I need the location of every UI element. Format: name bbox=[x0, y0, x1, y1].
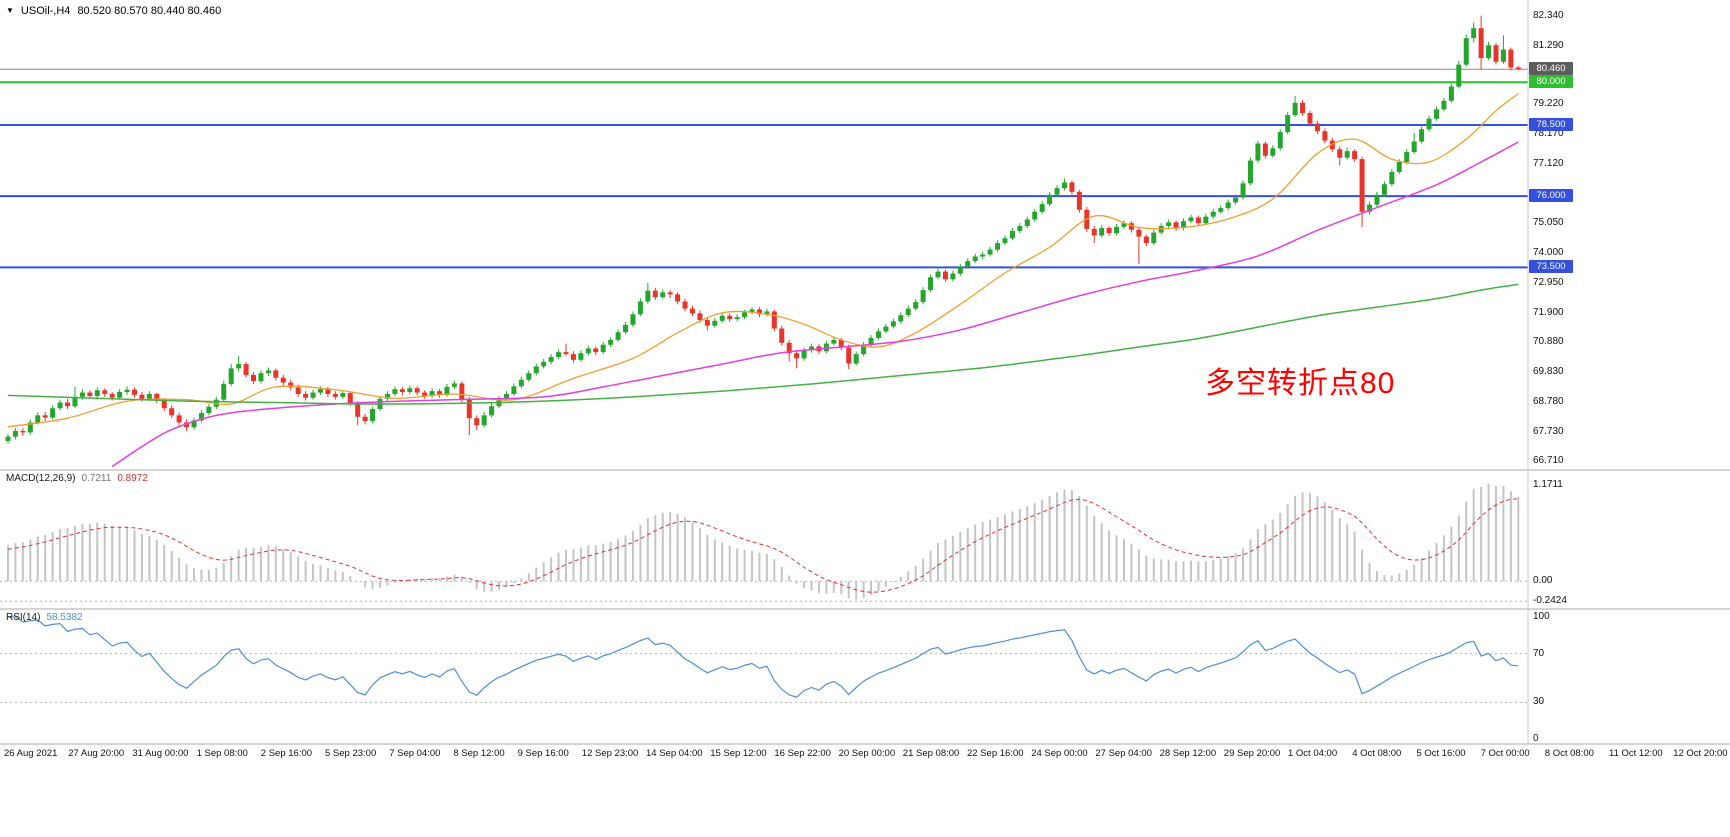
macd-name: MACD(12,26,9) bbox=[6, 473, 76, 484]
price-axis-label[interactable]: 68.780 bbox=[1533, 395, 1564, 407]
price-axis-label[interactable]: 78.170 bbox=[1533, 128, 1564, 140]
price-axis-label[interactable]: 70.880 bbox=[1533, 335, 1564, 347]
time-axis-label[interactable]: 1 Sep 08:00 bbox=[196, 748, 248, 759]
price-axis-label[interactable]: 71.900 bbox=[1533, 306, 1564, 318]
time-axis-label[interactable]: 26 Aug 2021 bbox=[4, 748, 58, 759]
chart-dropdown-icon[interactable]: ▼ bbox=[6, 6, 14, 15]
price-axis-label[interactable]: 67.730 bbox=[1533, 425, 1564, 437]
time-axis-label[interactable]: 5 Sep 23:00 bbox=[325, 748, 377, 759]
macd-signal-value: 0.8972 bbox=[117, 473, 148, 484]
price-axis-label[interactable]: 82.340 bbox=[1533, 9, 1564, 21]
chart-annotation-text: 多空转折点80 bbox=[1205, 367, 1396, 400]
time-axis-label[interactable]: 31 Aug 00:00 bbox=[132, 748, 189, 759]
panel-separators bbox=[0, 0, 1730, 745]
current-price-badge: 80.460 bbox=[1529, 62, 1573, 76]
ma-slow-green bbox=[7, 283, 1519, 405]
rsi-value: 58.5382 bbox=[46, 612, 83, 623]
time-axis-label[interactable]: 8 Sep 12:00 bbox=[453, 748, 505, 759]
level-price-badge: 80.000 bbox=[1529, 75, 1573, 89]
level-price-badge: 76.000 bbox=[1529, 189, 1573, 203]
price-axis-label[interactable]: 74.000 bbox=[1533, 247, 1564, 259]
symbol-timeframe-label: USOil-,H4 bbox=[20, 5, 71, 17]
rsi-name: RSI(14) bbox=[6, 612, 41, 623]
time-axis-label[interactable]: 1 Oct 04:00 bbox=[1288, 748, 1338, 759]
time-axis-label[interactable]: 9 Sep 16:00 bbox=[517, 748, 569, 759]
macd-signal-line bbox=[7, 498, 1519, 593]
time-axis-label[interactable]: 15 Sep 12:00 bbox=[710, 748, 767, 759]
macd-axis-label[interactable]: 1.1711 bbox=[1533, 478, 1563, 490]
time-axis-label[interactable]: 27 Aug 20:00 bbox=[68, 748, 125, 759]
ohlc-readout: 80.520 80.570 80.440 80.460 bbox=[77, 5, 222, 17]
rsi-axis-label[interactable]: 30 bbox=[1533, 696, 1545, 708]
price-axis-label[interactable]: 66.710 bbox=[1533, 454, 1564, 466]
price-axis-label[interactable]: 72.950 bbox=[1533, 276, 1564, 288]
time-axis-label[interactable]: 21 Sep 08:00 bbox=[902, 748, 960, 759]
time-axis-label[interactable]: 7 Oct 00:00 bbox=[1480, 748, 1530, 759]
price-axis-label[interactable]: 81.290 bbox=[1533, 39, 1564, 51]
rsi-panel bbox=[0, 616, 1528, 703]
price-axis-label[interactable]: 79.220 bbox=[1533, 98, 1564, 110]
time-axis-label[interactable]: 22 Sep 16:00 bbox=[967, 748, 1024, 759]
rsi-axis-label[interactable]: 100 bbox=[1533, 611, 1550, 622]
macd-axis-label[interactable]: -0.2424 bbox=[1533, 595, 1567, 607]
time-axis-label[interactable]: 20 Sep 00:00 bbox=[838, 748, 896, 759]
time-axis-label[interactable]: 14 Sep 04:00 bbox=[646, 748, 703, 759]
rsi-indicator-label: RSI(14) 58.5382 bbox=[6, 612, 83, 623]
rsi-axis-label[interactable]: 0 bbox=[1533, 733, 1539, 744]
price-axis-label[interactable]: 77.120 bbox=[1533, 158, 1564, 170]
moving-averages bbox=[7, 93, 1519, 468]
time-axis-label[interactable]: 5 Oct 16:00 bbox=[1416, 748, 1466, 759]
macd-panel bbox=[0, 483, 1528, 602]
macd-indicator-label: MACD(12,26,9) 0.7211 0.8972 bbox=[6, 473, 148, 484]
ma-mid-magenta bbox=[111, 141, 1519, 468]
candlesticks bbox=[5, 15, 1521, 444]
macd-main-value: 0.7211 bbox=[81, 473, 112, 484]
level-price-badge: 78.500 bbox=[1529, 117, 1573, 131]
rsi-line bbox=[8, 616, 1519, 698]
chart-title: ▼ USOil-,H4 80.520 80.570 80.440 80.460 bbox=[6, 5, 221, 17]
time-axis-label[interactable]: 2 Sep 16:00 bbox=[260, 748, 313, 759]
time-axis-label[interactable]: 29 Sep 20:00 bbox=[1223, 748, 1281, 759]
time-axis-label[interactable]: 8 Oct 08:00 bbox=[1544, 748, 1594, 759]
time-axis-label[interactable]: 12 Sep 23:00 bbox=[581, 748, 639, 759]
macd-axis-label[interactable]: 0.00 bbox=[1533, 575, 1553, 587]
time-axis-label[interactable]: 27 Sep 04:00 bbox=[1095, 748, 1152, 759]
time-axis-label[interactable]: 16 Sep 22:00 bbox=[774, 748, 831, 759]
time-axis-label[interactable]: 28 Sep 12:00 bbox=[1159, 748, 1217, 759]
horizontal-level-lines bbox=[0, 68, 1528, 269]
time-axis-label[interactable]: 4 Oct 08:00 bbox=[1352, 748, 1402, 759]
time-axis-label[interactable]: 11 Oct 12:00 bbox=[1609, 748, 1663, 759]
price-axis-label[interactable]: 69.830 bbox=[1533, 365, 1564, 377]
level-price-badge: 73.500 bbox=[1529, 260, 1573, 274]
time-axis-label[interactable]: 12 Oct 20:00 bbox=[1673, 748, 1728, 759]
time-axis-label[interactable]: 24 Sep 00:00 bbox=[1031, 748, 1088, 759]
time-axis-label[interactable]: 7 Sep 04:00 bbox=[389, 748, 441, 759]
price-axis-label[interactable]: 75.050 bbox=[1533, 217, 1564, 229]
rsi-axis-label[interactable]: 70 bbox=[1533, 647, 1545, 659]
